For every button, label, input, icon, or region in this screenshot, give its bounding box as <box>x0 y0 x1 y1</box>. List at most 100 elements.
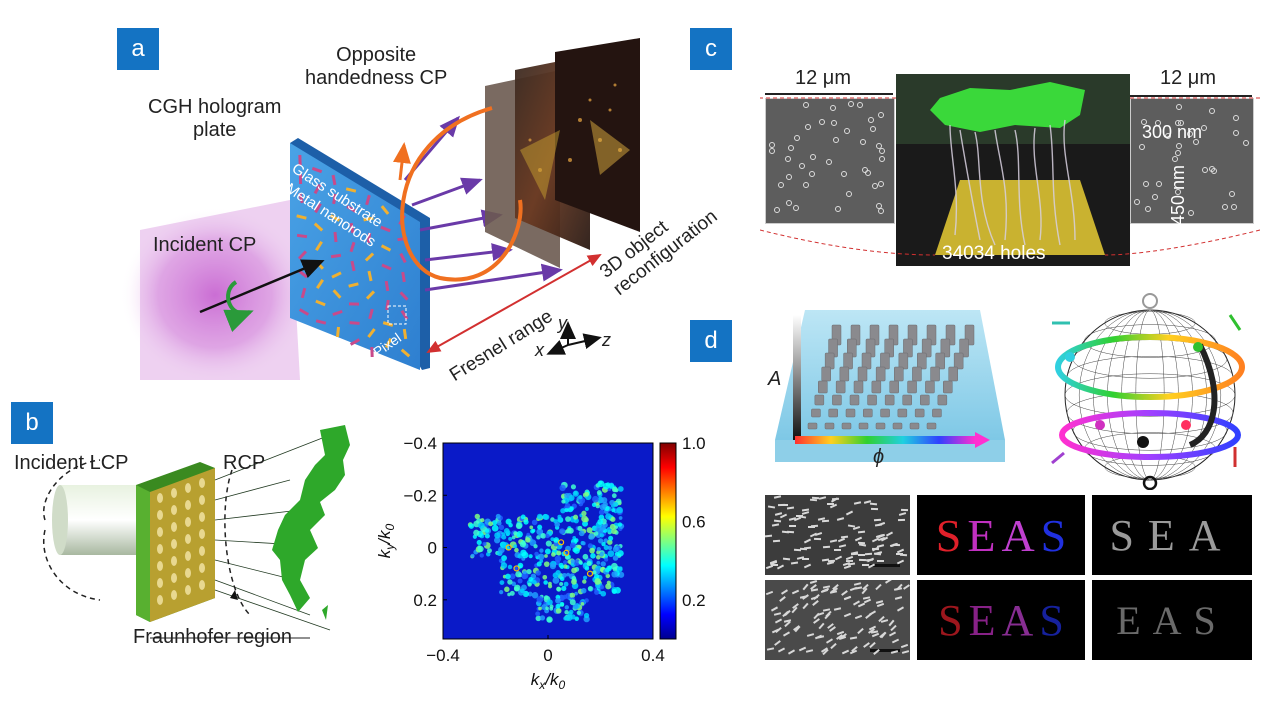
gray-letters-bottom: EAS <box>1092 580 1252 660</box>
heatmap-speckle <box>563 581 569 587</box>
sem-hole <box>875 142 882 149</box>
sem-hole <box>871 182 878 189</box>
sem-texture-mark <box>902 584 910 590</box>
sem-hole <box>877 181 884 188</box>
heatmap-speckle <box>507 564 513 570</box>
y-tick-label: −0.4 <box>403 434 437 453</box>
sem-texture-mark <box>895 596 903 600</box>
sem-texture-mark <box>782 557 790 561</box>
heatmap-speckle <box>536 595 544 603</box>
sem-hole <box>1138 143 1145 150</box>
sem-texture-mark <box>813 537 821 540</box>
heatmap-speckle <box>599 551 604 557</box>
sem-texture-mark <box>833 548 841 551</box>
cgh-plate-label: CGH hologram plate <box>148 96 282 141</box>
heatmap-speckle <box>491 524 499 532</box>
heatmap-speckle <box>591 502 597 508</box>
heatmap-chart: −0.4 0 0.4 −0.4 −0.2 0 0.2 1.0 0.6 0.2 kx/k0 ky/k0 <box>375 434 706 692</box>
heatmap-speckle <box>564 502 571 509</box>
sem-hole <box>857 102 864 109</box>
sem-texture-mark <box>818 496 826 500</box>
colorbar-tick-label: 1.0 <box>682 434 706 453</box>
heatmap-speckle <box>517 578 523 584</box>
sem-texture-mark <box>782 611 789 618</box>
sem-hole <box>819 118 826 125</box>
heatmap-speckle <box>616 506 623 514</box>
sem-image-left <box>765 98 895 224</box>
heatmap-speckle <box>494 532 501 539</box>
heatmap-speckle <box>605 583 612 590</box>
heatmap-speckle <box>576 610 582 615</box>
heatmap-peak <box>563 549 570 556</box>
axis-y-label: y <box>558 313 567 333</box>
sem-hole <box>769 147 776 154</box>
sem-texture-mark <box>843 565 852 570</box>
heatmap-speckle <box>555 603 561 609</box>
heatmap-speckle <box>564 492 570 499</box>
x-tick-label: 0 <box>543 646 552 665</box>
sem-texture-mark <box>900 644 908 649</box>
heatmap-speckle <box>549 604 554 609</box>
sem-hole <box>802 101 809 108</box>
sem-texture-mark <box>857 530 866 534</box>
y-tick-label: −0.2 <box>403 486 437 505</box>
heatmap-speckle <box>599 585 605 590</box>
heatmap-speckle <box>581 588 587 594</box>
heatmap-speckle <box>573 559 581 566</box>
heatmap-speckle <box>582 579 587 584</box>
heatmap-speckle <box>468 523 475 529</box>
sem-hole <box>793 135 800 142</box>
poincare-sphere <box>1051 293 1245 490</box>
heatmap-speckle <box>570 484 576 490</box>
sem-texture-mark <box>881 619 889 624</box>
heatmap-speckle <box>531 519 538 526</box>
heatmap-speckle <box>571 579 577 585</box>
heatmap-speckle <box>563 564 568 569</box>
heatmap-speckle <box>491 520 498 526</box>
sem-texture-mark <box>791 561 799 565</box>
sem-texture-mark <box>854 536 862 542</box>
heatmap-speckle <box>556 586 562 592</box>
heatmap-speckle <box>611 493 617 499</box>
sem-texture-mark <box>842 650 850 655</box>
heatmap-speckle <box>595 554 601 560</box>
fraunhofer-label: Fraunhofer region <box>133 626 292 648</box>
sem-hole <box>1175 103 1182 110</box>
heatmap-speckle <box>597 538 604 544</box>
heatmap-speckle <box>587 543 593 549</box>
heatmap-speckle <box>586 560 592 566</box>
sem-texture-mark <box>765 564 773 569</box>
heatmap-speckle <box>611 507 616 513</box>
sem-texture-mark <box>806 649 814 653</box>
gray-letters-top: SEA <box>1092 495 1252 575</box>
heatmap-speckle <box>511 535 516 540</box>
sem-hole <box>1229 191 1236 198</box>
hologram-3d-illustration <box>760 74 1260 266</box>
sem-texture-mark <box>890 624 897 631</box>
heatmap-speckle <box>569 542 576 549</box>
heatmap-speckle <box>535 611 541 617</box>
heatmap-speckle <box>473 529 480 536</box>
heatmap-speckle <box>552 572 559 579</box>
panel-label-a: a <box>117 28 159 70</box>
panel-b-illustration <box>43 425 350 639</box>
sem-texture-mark <box>894 587 902 591</box>
panel-a-illustration <box>120 38 640 383</box>
heatmap-speckle <box>604 557 609 562</box>
heatmap-speckle <box>552 577 560 584</box>
sem-texture-mark <box>808 526 816 529</box>
heatmap-speckle <box>578 494 583 500</box>
heatmap-speckle <box>496 520 502 526</box>
sem-hole <box>773 206 780 213</box>
sem-texture-mark <box>802 583 809 590</box>
gray-text-top: SEA <box>1109 510 1235 560</box>
sem-hole <box>860 138 867 145</box>
heatmap-speckle <box>581 515 588 523</box>
scale-bar-right <box>1130 95 1252 97</box>
sem-texture-mark <box>803 538 811 544</box>
heatmap-speckle <box>501 555 508 561</box>
heatmap-speckle <box>559 576 565 581</box>
sem-texture-mark <box>773 540 781 543</box>
sem-texture-mark <box>773 495 782 499</box>
sem-hole <box>832 136 839 143</box>
